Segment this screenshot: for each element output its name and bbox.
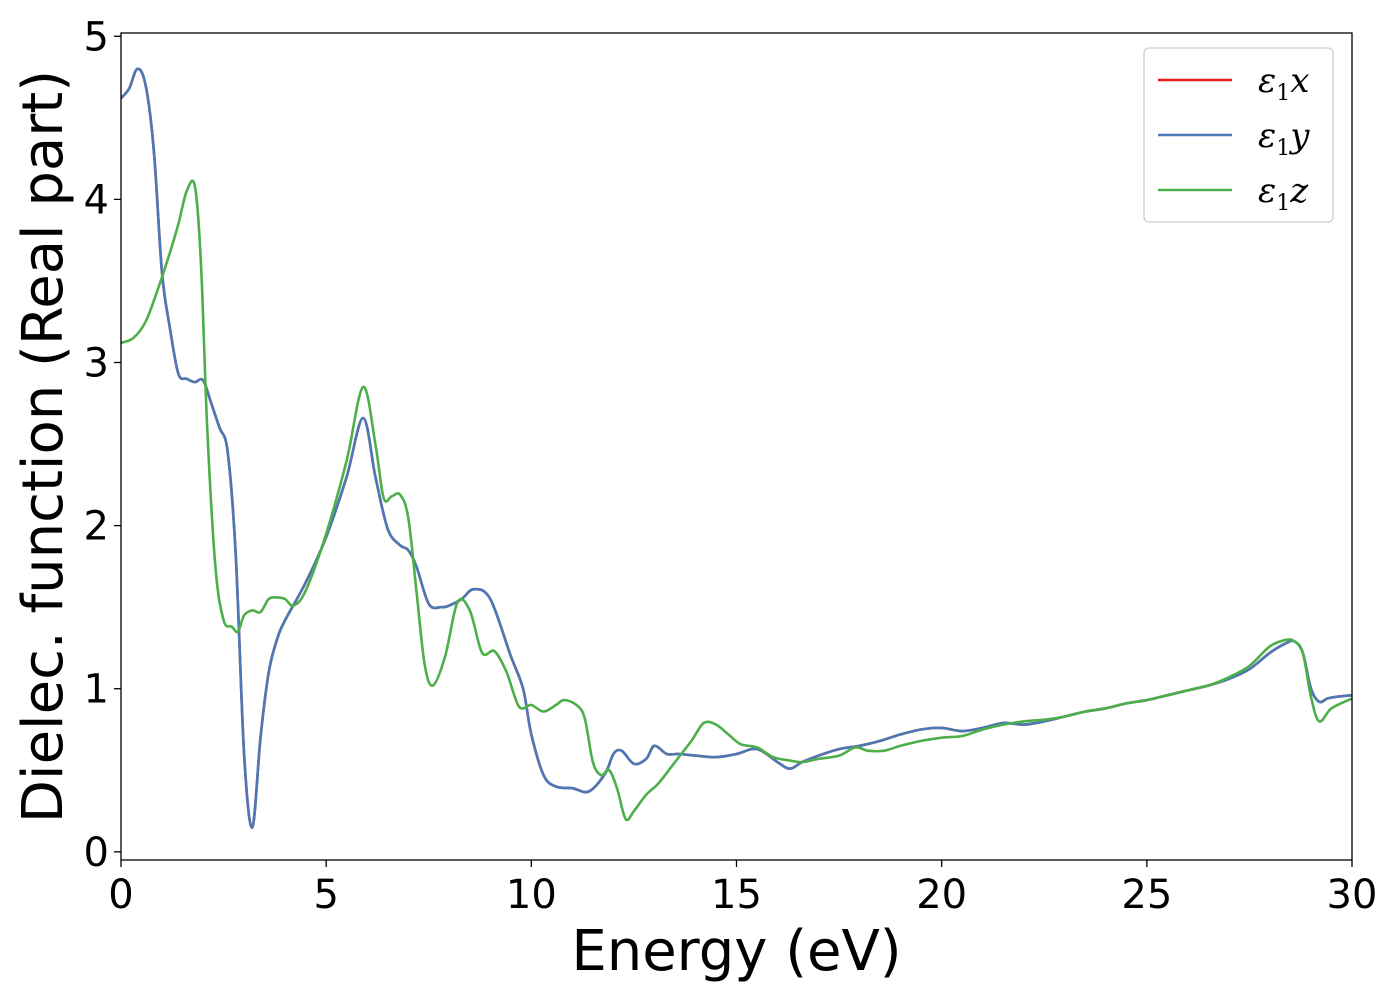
x-tick-label: 30 [1327, 872, 1378, 918]
y-tick-label: 1 [84, 667, 109, 713]
ticks-layer: 0 5 10 15 20 25 30 0 1 2 3 4 5 [84, 14, 1378, 918]
x-tick-label: 5 [313, 872, 338, 918]
legend-box [1143, 47, 1334, 223]
y-tick-label: 5 [84, 14, 109, 60]
y-tick-label: 2 [84, 504, 109, 550]
x-tick-label: 25 [1121, 872, 1172, 918]
x-tick-label: 0 [108, 872, 133, 918]
legend-label-z: ε1z [1258, 171, 1309, 216]
series-line-z [121, 179, 1352, 822]
x-axis-title: Energy (eV) [571, 919, 901, 984]
y-tick-label: 0 [84, 830, 109, 876]
x-tick-label: 20 [916, 872, 967, 918]
x-tick-label: 10 [506, 872, 557, 918]
x-tick-label: 15 [711, 872, 762, 918]
legend: ε1x ε1y ε1z [1143, 47, 1334, 223]
legend-label-x: ε1x [1258, 61, 1309, 106]
legend-label-y: ε1y [1258, 116, 1310, 161]
y-axis-title: Dielec. function (Real part) [11, 70, 76, 823]
series-layer [121, 67, 1352, 829]
y-tick-label: 3 [84, 340, 109, 386]
y-tick-label: 4 [84, 177, 109, 223]
